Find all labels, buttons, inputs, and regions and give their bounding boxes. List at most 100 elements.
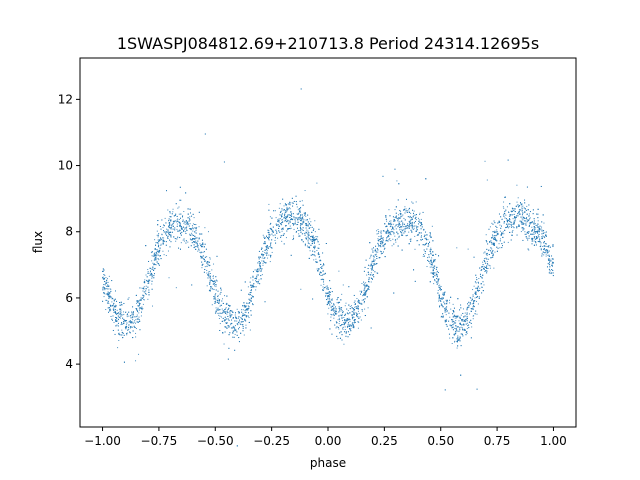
data-point (222, 298, 224, 300)
data-point (395, 215, 397, 217)
data-point (342, 284, 344, 286)
data-point (103, 277, 105, 279)
data-point (206, 285, 208, 287)
data-point (512, 218, 514, 220)
data-point (245, 320, 247, 322)
data-point (126, 314, 128, 316)
data-point (160, 243, 162, 245)
data-point (221, 308, 223, 310)
data-point (240, 318, 242, 320)
data-point (337, 297, 339, 299)
data-point (454, 317, 456, 319)
data-point (123, 321, 125, 323)
data-point (151, 268, 153, 270)
data-point (144, 279, 146, 281)
data-point (147, 282, 149, 284)
data-point (166, 231, 168, 233)
data-point (260, 270, 262, 272)
data-point (109, 288, 111, 290)
data-point (386, 225, 388, 227)
data-point (102, 276, 104, 278)
data-point (325, 295, 327, 297)
data-point (278, 225, 280, 227)
data-point (395, 228, 397, 230)
data-point (436, 282, 438, 284)
data-point (524, 199, 526, 201)
data-point (182, 219, 184, 221)
data-point (244, 304, 246, 306)
data-point (145, 285, 147, 287)
data-point (177, 207, 179, 209)
data-point (430, 247, 432, 249)
data-point (339, 314, 341, 316)
data-point (390, 234, 392, 236)
data-point (277, 220, 279, 222)
data-point (455, 322, 457, 324)
data-point (549, 266, 551, 268)
data-point (217, 302, 219, 304)
data-point (224, 319, 226, 321)
data-point (497, 233, 499, 235)
data-point (430, 249, 432, 251)
data-point (339, 325, 341, 327)
data-point (459, 316, 461, 318)
data-point (444, 307, 446, 309)
data-point (382, 230, 384, 232)
data-point (428, 254, 430, 256)
data-point (277, 219, 279, 221)
data-point (267, 231, 269, 233)
data-point (521, 223, 523, 225)
data-point (178, 247, 180, 249)
data-point (312, 238, 314, 240)
data-point (410, 225, 412, 227)
data-point (466, 328, 468, 330)
data-point (325, 293, 327, 295)
data-point (110, 288, 112, 290)
data-point (346, 319, 348, 321)
data-point (172, 228, 174, 230)
data-point (135, 319, 137, 321)
data-point (192, 238, 194, 240)
data-point (103, 279, 105, 280)
data-point (304, 245, 306, 247)
data-point (252, 276, 254, 278)
data-point (236, 331, 238, 333)
data-point (121, 329, 123, 331)
data-point (138, 300, 140, 302)
data-point (459, 337, 461, 339)
data-point (551, 264, 553, 266)
data-point (532, 213, 534, 215)
data-point (242, 330, 244, 332)
data-point (317, 261, 319, 263)
data-point (364, 287, 366, 289)
data-point (342, 320, 344, 322)
data-point (408, 227, 410, 229)
data-point (294, 220, 296, 222)
data-point (104, 289, 106, 291)
data-point (142, 308, 144, 310)
data-point (404, 212, 406, 214)
data-point (377, 244, 379, 246)
data-point (157, 243, 159, 245)
data-point (366, 274, 368, 276)
data-point (476, 289, 478, 291)
data-point (490, 247, 492, 249)
data-point (505, 226, 507, 228)
data-point (423, 244, 425, 246)
data-point (371, 265, 373, 267)
data-point (521, 227, 523, 229)
data-point (469, 296, 471, 298)
data-point (438, 285, 440, 287)
data-point (269, 223, 271, 225)
data-point (151, 280, 153, 282)
data-point (492, 256, 494, 258)
data-point (550, 259, 552, 261)
data-point (512, 230, 514, 232)
data-point (462, 308, 464, 310)
data-point (301, 214, 303, 216)
data-point (435, 253, 437, 255)
data-point (488, 264, 490, 266)
data-point (302, 216, 304, 218)
data-point (394, 239, 396, 241)
data-point (195, 237, 197, 239)
